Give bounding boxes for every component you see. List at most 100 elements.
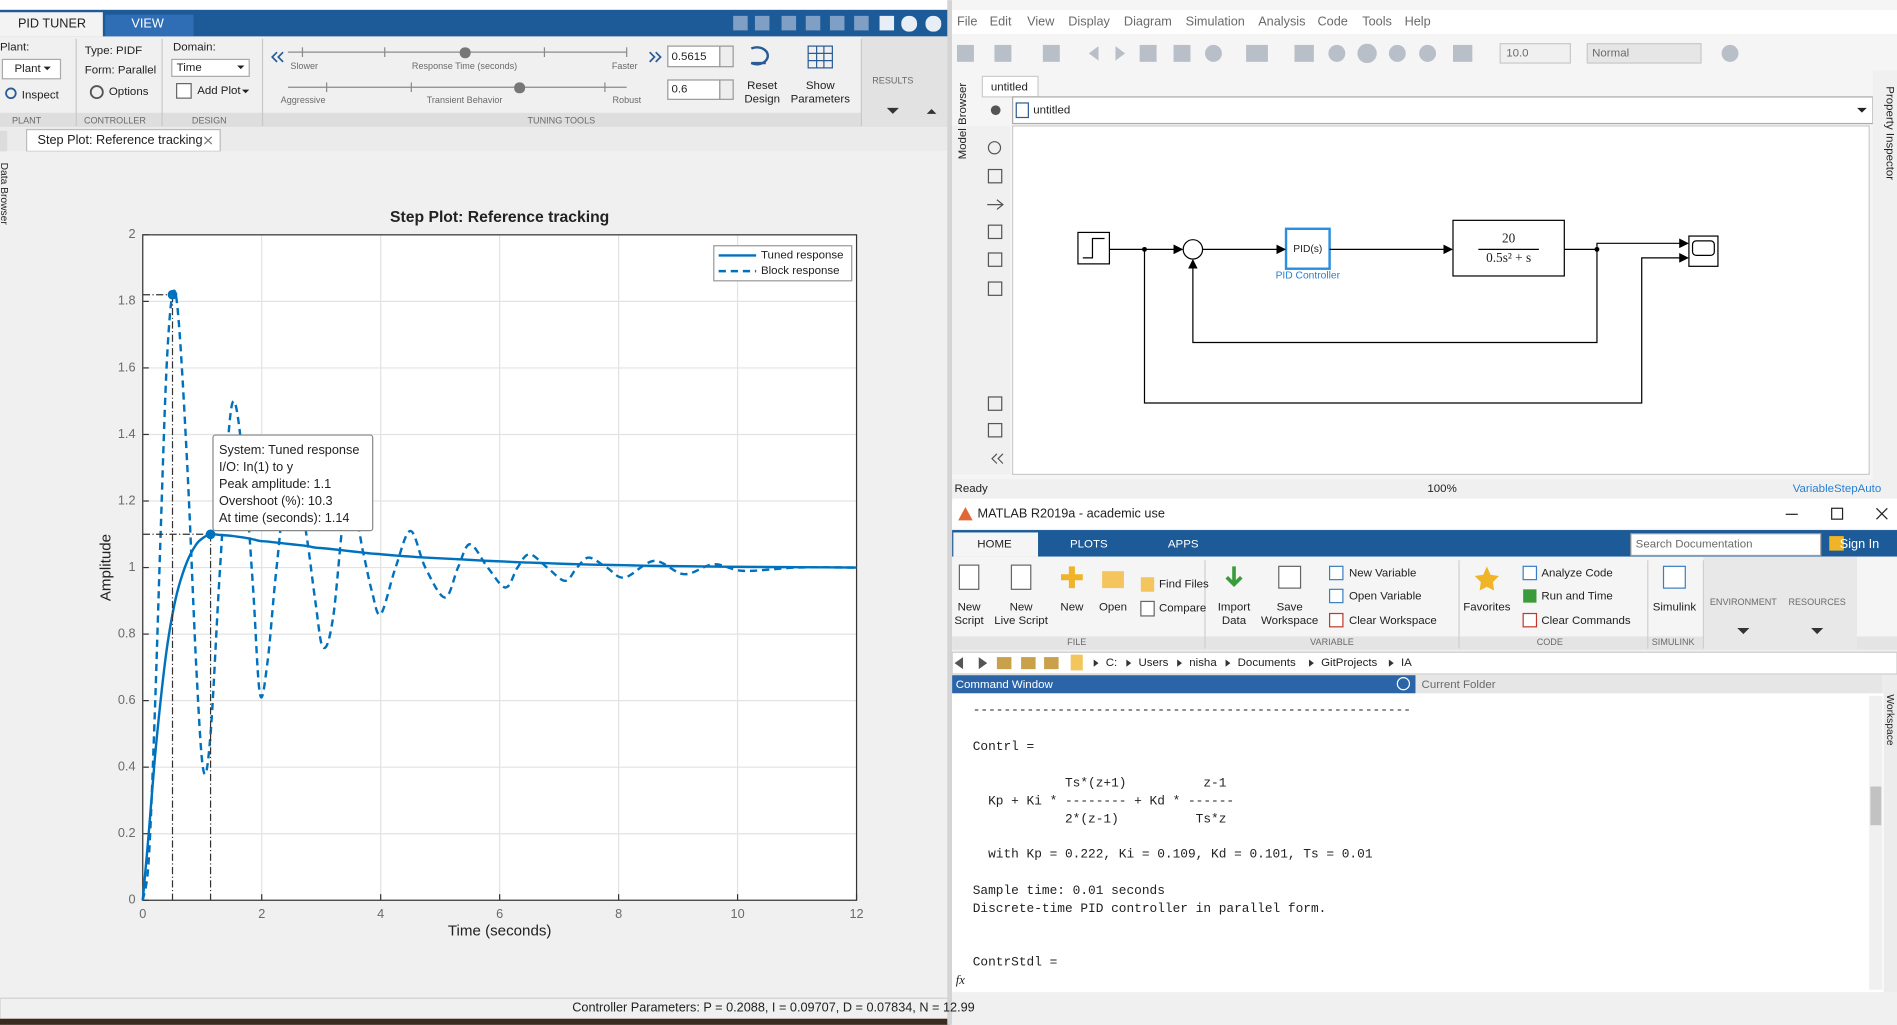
legend [713,245,853,282]
palette [952,125,1011,475]
menu-bar [952,9,1897,35]
window-divider [947,0,953,1025]
tabs: PLOTS [1070,539,1108,551]
reset: Reset [747,80,778,92]
stop-time-box[interactable] [1499,43,1571,64]
sum-block[interactable] [1182,239,1204,260]
toolbar-icons[interactable] [956,43,1739,64]
tab[interactable] [105,14,194,37]
transient-value: 0.6 [671,84,687,96]
status: 100% [1427,483,1456,495]
path-separator [1309,659,1314,667]
status: Controller Parameters: P = 0.2088, I = 0… [572,1000,975,1014]
close-tab[interactable] [204,136,213,145]
section-band [0,112,950,128]
options-icon[interactable] [89,85,104,100]
command-window[interactable] [952,693,1884,993]
menu: Tools [1362,14,1392,28]
menu: Diagram [1124,14,1172,28]
x-tick-label: 4 [377,907,384,921]
breadcrumb-bar [1012,96,1874,125]
ribbon-icons[interactable] [958,564,1824,635]
panel-menu[interactable] [1396,677,1411,691]
slider-knob[interactable] [514,82,526,94]
dropdown-arrow [43,66,51,71]
step-plot: 0 0.2 0.4 0.6 0.8 1 1.2 1.4 1.6 1.8 2 0 2 4 6 8 10 12 Step… [97,209,863,940]
command-lines: 2*(z-1) Ts*z [973,812,1227,827]
home-tab[interactable] [953,532,1039,557]
sections: FILE [1067,637,1086,647]
search: Search Documentation [1636,539,1753,551]
transfer-function-block[interactable] [1452,219,1565,277]
menu: Analysis [1258,14,1305,28]
title-bar [952,501,1897,529]
plant-dropdown[interactable] [1,58,62,80]
dropdown-arrow[interactable] [1857,107,1867,113]
status: VariableStepAuto [1793,483,1882,495]
matlab-window [951,501,1897,1025]
matlab-logo [958,507,973,521]
slider-knob[interactable] [459,47,471,59]
tab[interactable] [0,12,103,37]
window-controls[interactable] [1785,507,1888,520]
dropdown-arrow [241,89,250,94]
tabs: PID TUNER [18,17,86,31]
model-canvas [1012,125,1870,475]
spinner[interactable] [719,45,734,68]
pid-caption: PID Controller [1276,271,1341,282]
type: Type: PIDF [85,45,142,57]
palette-icons[interactable] [987,141,1004,464]
collapse-arrows[interactable] [886,107,937,114]
hide-icon[interactable] [990,105,1001,116]
sign-in-icon[interactable] [1829,536,1844,551]
pid: PID(s) [1293,244,1322,255]
add-plot-icon[interactable] [176,83,192,99]
simulink-window [952,0,1897,499]
step-block[interactable] [1077,231,1111,265]
show-parameters: Parameters [791,93,851,105]
x-tick-label: 0 [139,907,146,921]
workspace: Workspace [1884,694,1895,745]
model-tab[interactable] [981,75,1039,98]
faster: Faster [612,61,638,71]
buttons: New [1010,602,1034,614]
property-inspector-strip[interactable] [1872,70,1897,494]
command-lines: Kp + Ki * -------- + Kd * ------ [973,793,1234,808]
sign-in: Sign In [1840,537,1879,551]
search-box[interactable] [1630,533,1822,557]
reset-icon[interactable] [750,46,769,66]
scrollbar[interactable] [1869,695,1883,990]
step-icon [1082,237,1105,259]
domain-dropdown[interactable] [171,58,250,77]
inspect-icon[interactable] [5,87,17,100]
scroll-thumb[interactable] [1870,786,1882,826]
navigation-icons[interactable] [954,654,1083,671]
address-bar[interactable] [951,651,1897,675]
buttons: Compare [1159,603,1206,615]
command-lines: with Kp = 0.222, Ki = 0.109, Kd = 0.101,… [973,847,1373,862]
stop-time: 10.0 [1506,47,1528,59]
ribbon-collapsed [1703,556,1858,650]
path-separator [1225,659,1231,667]
buttons: Script [954,615,984,627]
slower: Slower [290,61,318,71]
sections: PLANT [12,116,42,126]
workspace-strip[interactable] [1883,675,1897,996]
robust: Robust [612,95,641,105]
path: Documents [1238,657,1296,669]
slider-chevrons[interactable] [271,51,662,63]
show-parameters-icon[interactable] [807,45,833,69]
simulink-status-bar [952,479,1897,499]
buttons: Find Files [1159,579,1209,591]
mode-dropdown[interactable] [1586,43,1702,64]
path: C: [1106,657,1118,669]
path: GitProjects [1321,657,1377,669]
y-tick-label: 1.8 [118,294,136,308]
spinner[interactable] [719,79,734,100]
buttons: Save [1277,602,1303,614]
response-time-value: 0.5615 [671,51,706,63]
current-folder-tab[interactable] [1415,675,1883,694]
buttons: Clear Commands [1541,615,1631,627]
